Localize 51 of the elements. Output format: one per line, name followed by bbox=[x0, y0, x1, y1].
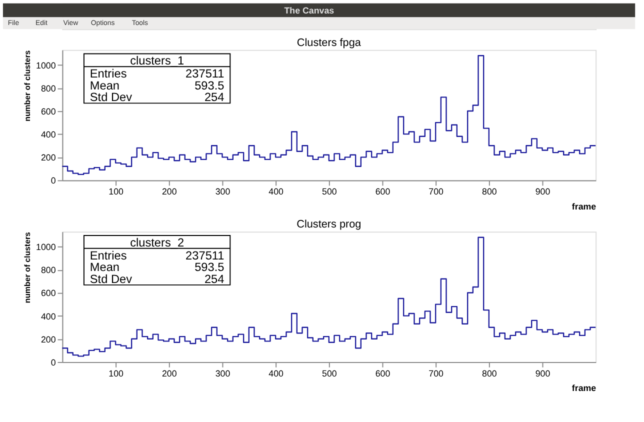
x-tick-label: 100 bbox=[108, 368, 124, 378]
x-tick-label: 400 bbox=[268, 368, 284, 378]
y-axis-title: number of clusters bbox=[23, 231, 32, 304]
chart-title: Clusters fpga bbox=[296, 36, 362, 49]
x-axis-title: frame bbox=[572, 383, 596, 394]
x-tick-label: 200 bbox=[162, 186, 177, 197]
x-tick-label: 400 bbox=[268, 186, 284, 197]
annotation: 254 bbox=[204, 272, 225, 286]
y-tick-label: 1000 bbox=[36, 242, 56, 252]
annotation: Mean bbox=[90, 78, 120, 92]
x-tick-label: 100 bbox=[108, 186, 124, 197]
text: The Canvas bbox=[284, 5, 334, 16]
x-tick-label: 700 bbox=[428, 368, 444, 378]
x-tick-label: 800 bbox=[482, 186, 497, 197]
y-tick-label: 400 bbox=[40, 311, 56, 322]
y-tick-label: 600 bbox=[40, 106, 56, 116]
annotation: clusters_1 bbox=[130, 54, 184, 68]
annotation: 237511 bbox=[186, 66, 225, 81]
x-tick-label: 800 bbox=[482, 368, 497, 378]
y-tick-label: 0 bbox=[50, 176, 56, 186]
annotation: clusters_2 bbox=[130, 235, 184, 250]
annotation: 254 bbox=[204, 90, 225, 104]
annotation: Mean bbox=[90, 260, 120, 274]
chart-title: Clusters prog bbox=[296, 218, 362, 231]
y-tick-label: 200 bbox=[40, 334, 56, 344]
annotation: 593.5 bbox=[194, 78, 225, 92]
x-tick-label: 200 bbox=[162, 368, 177, 378]
y-tick-label: 1000 bbox=[36, 60, 56, 70]
x-axis-title: frame bbox=[572, 201, 596, 212]
x-tick-label: 900 bbox=[535, 368, 550, 378]
y-tick-label: 200 bbox=[40, 152, 56, 163]
annotation: Entries bbox=[90, 248, 127, 262]
x-tick-label: 600 bbox=[375, 186, 390, 197]
annotation: 593.5 bbox=[194, 260, 225, 274]
y-tick-label: 800 bbox=[40, 265, 56, 276]
y-tick-label: 0 bbox=[50, 357, 56, 368]
x-tick-label: 300 bbox=[215, 186, 230, 197]
x-tick-label: 500 bbox=[322, 186, 337, 197]
x-tick-label: 300 bbox=[215, 368, 230, 378]
x-tick-label: 500 bbox=[322, 368, 337, 378]
annotation: Std Dev bbox=[90, 90, 132, 104]
y-tick-label: 600 bbox=[40, 288, 56, 298]
y-tick-label: 400 bbox=[40, 130, 56, 140]
x-tick-label: 700 bbox=[428, 186, 444, 197]
annotation: Entries bbox=[90, 66, 127, 81]
annotation: Std Dev bbox=[90, 272, 132, 286]
y-axis-title: number of clusters bbox=[23, 50, 32, 122]
annotation: 237511 bbox=[186, 248, 225, 262]
x-tick-label: 600 bbox=[375, 368, 390, 378]
x-tick-label: 900 bbox=[535, 186, 550, 197]
y-tick-label: 800 bbox=[40, 83, 56, 94]
